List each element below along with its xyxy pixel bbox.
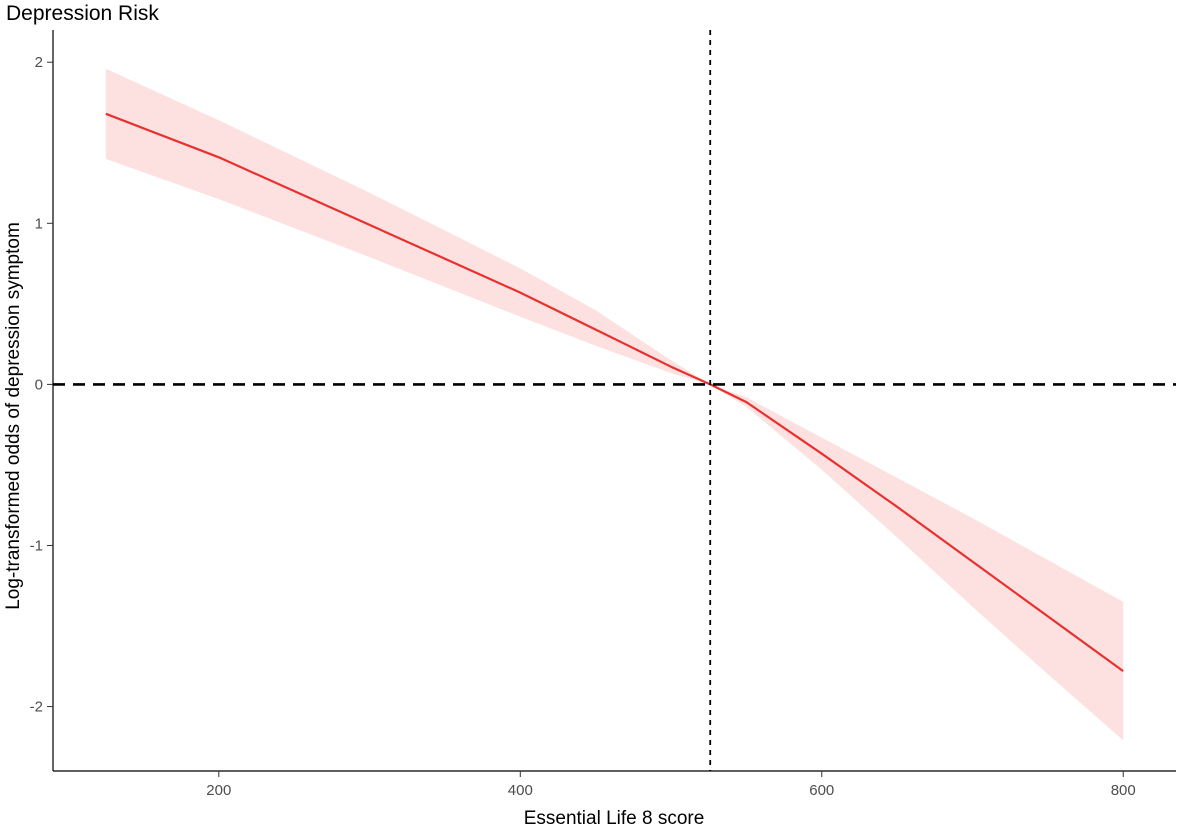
x-tick-label: 400: [508, 782, 533, 799]
x-tick-label: 800: [1111, 782, 1136, 799]
y-tick-label: 1: [35, 215, 43, 232]
plot-area: [105, 68, 1124, 741]
y-tick-label: -2: [30, 699, 43, 716]
x-axis-title: Essential Life 8 score: [524, 808, 705, 826]
y-tick-label: 2: [35, 54, 43, 71]
y-tick-label: -1: [30, 537, 43, 554]
reference-lines: [53, 30, 1176, 771]
y-tick-label: 0: [35, 376, 43, 393]
x-tick-label: 200: [206, 782, 231, 799]
x-tick-label: 600: [809, 782, 834, 799]
y-axis-title: Log-transformed odds of depression sympt…: [3, 222, 24, 610]
axes: 200 400 600 800 -2 -1 0 1 2: [30, 30, 1176, 799]
confidence-band: [105, 68, 1124, 741]
chart-title: Depression Risk: [6, 2, 159, 25]
